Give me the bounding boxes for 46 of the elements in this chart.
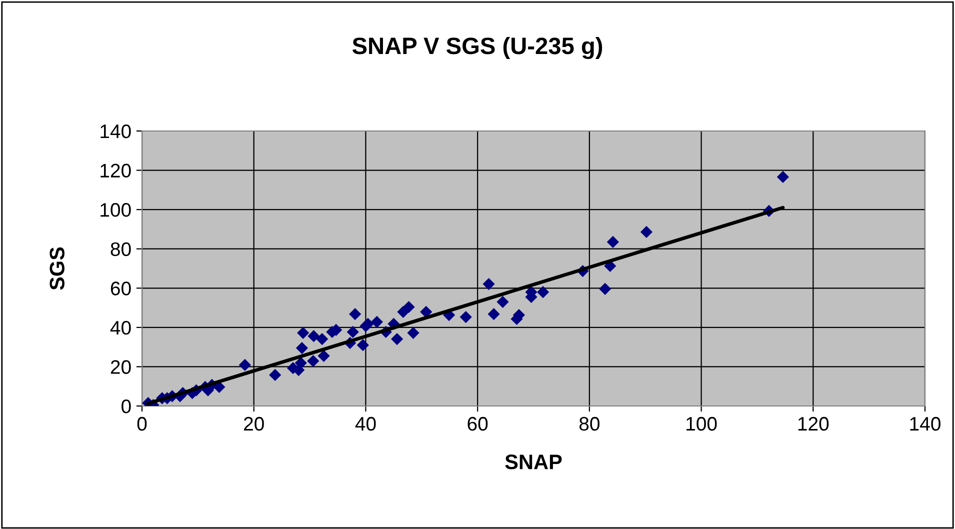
y-tick-label: 120: [100, 164, 131, 178]
y-tick-label: 100: [100, 203, 131, 217]
x-tick-label: 0: [137, 416, 147, 431]
x-tick-label: 120: [798, 416, 829, 431]
point: [402, 300, 415, 314]
y-tick-label: 20: [110, 360, 131, 374]
x-tick-label: 80: [579, 416, 600, 431]
point: [420, 306, 432, 318]
x-tick-label: 60: [468, 416, 488, 431]
point: [536, 286, 550, 298]
y-tick-label: 0: [122, 399, 131, 414]
point: [390, 332, 404, 346]
point: [296, 342, 308, 354]
point: [460, 310, 472, 324]
y-tick-label: 40: [110, 320, 131, 335]
y-tick-label: 80: [110, 242, 131, 256]
point: [269, 368, 282, 382]
point: [318, 350, 330, 362]
x-tick-label: 140: [910, 416, 940, 431]
x-axis-title: SNAP: [505, 454, 562, 470]
point: [362, 318, 374, 330]
point: [496, 296, 509, 308]
y-tick-label: 140: [100, 124, 131, 138]
point: [640, 226, 653, 238]
point: [482, 278, 495, 290]
point: [346, 326, 359, 338]
x-tick-label: 20: [244, 416, 264, 431]
point: [488, 308, 500, 320]
point: [316, 332, 328, 346]
point: [238, 358, 251, 371]
chart-title: SNAP V SGS (U-235 g): [352, 36, 602, 60]
point: [356, 339, 369, 352]
y-tick-label: 60: [110, 282, 131, 296]
point: [297, 326, 310, 339]
point: [370, 316, 383, 328]
point: [776, 170, 789, 184]
point: [407, 326, 420, 339]
point: [606, 236, 619, 248]
x-tick-label: 100: [686, 416, 717, 431]
point: [349, 308, 362, 320]
point: [599, 282, 612, 295]
x-tick-label: 40: [355, 416, 376, 431]
point: [308, 330, 320, 342]
point: [294, 356, 307, 370]
point: [307, 354, 320, 368]
y-axis-title: SGS: [50, 247, 64, 290]
